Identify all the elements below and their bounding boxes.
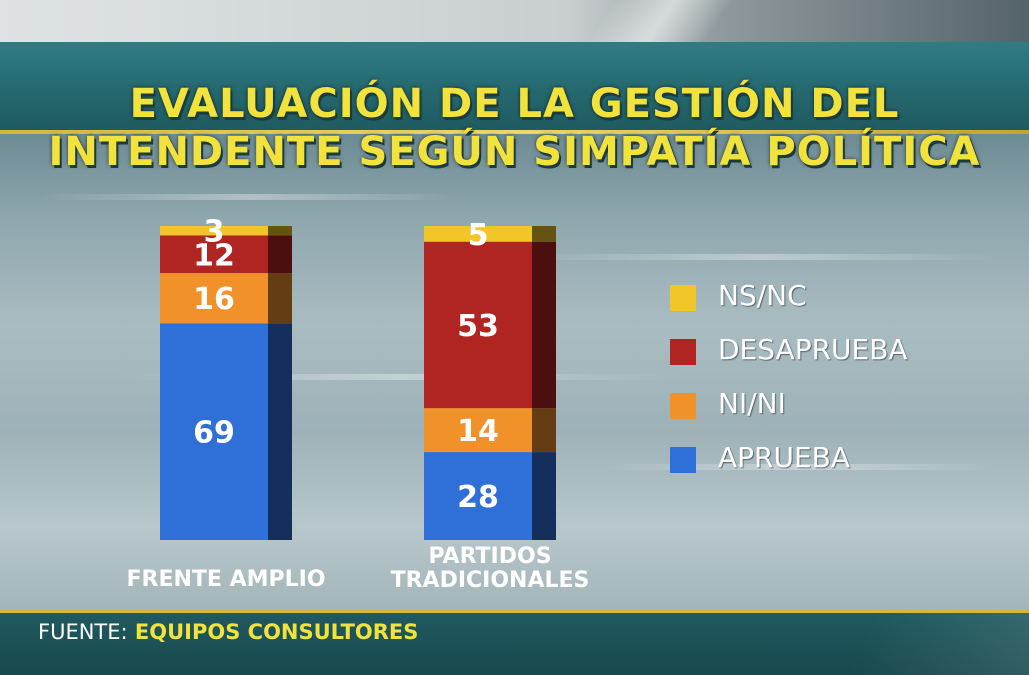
bar-side-0-2: [268, 235, 292, 274]
bar-side-0-1: [268, 273, 292, 324]
bar-segment-aprueba-1: [424, 452, 532, 540]
legend-label: NI/NI: [718, 387, 786, 420]
bar-segment-nini-0: [160, 273, 268, 324]
footer-panel: [0, 613, 1029, 675]
bar-side-1-0: [532, 452, 556, 540]
legend-swatch: [670, 393, 696, 419]
light-streak: [600, 464, 1000, 470]
bar-side-1-1: [532, 408, 556, 453]
category-label: FRENTE AMPLIO: [126, 567, 325, 592]
legend-swatch: [670, 447, 696, 473]
data-label: 28: [457, 480, 499, 515]
bar-segment-nsnc-1: [424, 226, 532, 242]
data-label: 14: [457, 414, 499, 449]
legend-label: NS/NC: [718, 279, 807, 312]
source-label: FUENTE:: [38, 620, 128, 644]
bar-segment-desaprueba-1: [424, 241, 532, 409]
chart-title: EVALUACIÓN DE LA GESTIÓN DEL INTENDENTE …: [0, 80, 1029, 176]
category-label: TRADICIONALES: [391, 568, 590, 593]
data-label: 53: [457, 309, 499, 344]
legend-label: DESAPRUEBA: [718, 333, 908, 366]
light-streak: [520, 254, 1000, 260]
bar-segment-aprueba-0: [160, 323, 268, 540]
footer-divider: [0, 610, 1029, 613]
source-footer: FUENTE: EQUIPOS CONSULTORES: [38, 617, 418, 647]
bar-segment-desaprueba-0: [160, 235, 268, 274]
data-label: 5: [468, 218, 489, 253]
bar-side-0-3: [268, 226, 292, 236]
legend-swatch: [670, 339, 696, 365]
bar-side-0-0: [268, 323, 292, 540]
light-streak: [40, 194, 460, 200]
top-band: [0, 0, 1029, 42]
category-label: PARTIDOS: [428, 544, 551, 569]
chart-title-line-2: INTENDENTE SEGÚN SIMPATÍA POLÍTICA: [48, 129, 981, 175]
light-streak: [120, 374, 680, 380]
header-divider: [0, 130, 1029, 134]
bar-segment-nsnc-0: [160, 226, 268, 236]
bar-side-1-3: [532, 226, 556, 242]
source-name: EQUIPOS CONSULTORES: [134, 620, 419, 644]
data-label: 3: [204, 215, 225, 250]
chart-title-line-1: EVALUACIÓN DE LA GESTIÓN DEL: [129, 81, 900, 127]
data-label: 69: [193, 416, 235, 451]
bar-side-1-2: [532, 241, 556, 409]
data-label: 16: [193, 282, 235, 317]
header-panel: [0, 42, 1029, 130]
legend-swatch: [670, 285, 696, 311]
bar-segment-nini-1: [424, 408, 532, 453]
legend-label: APRUEBA: [718, 441, 851, 474]
data-label: 12: [193, 238, 235, 273]
